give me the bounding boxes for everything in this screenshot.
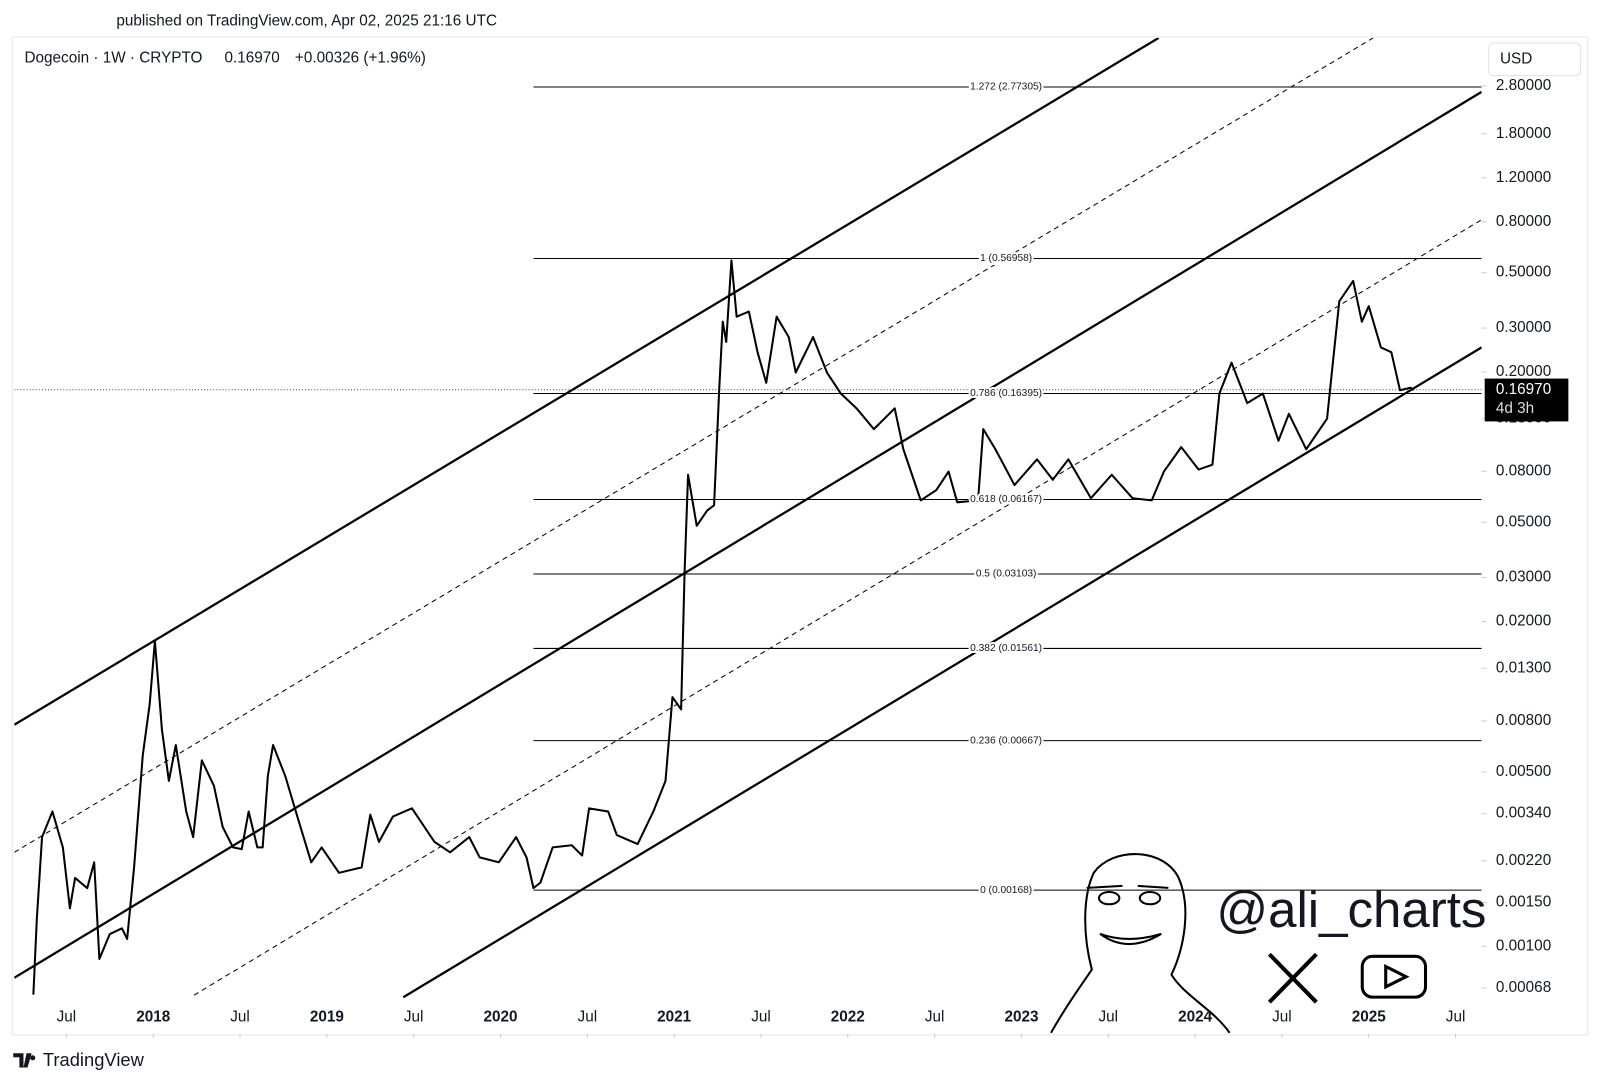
x-tick-label: Jul	[57, 1009, 77, 1026]
x-tick-label: 2021	[657, 1009, 692, 1026]
y-tick-label: 0.00068	[1496, 979, 1551, 996]
x-logo[interactable]	[1267, 952, 1318, 1004]
x-tick-label: Jul	[1446, 1009, 1466, 1026]
y-tick-label: 2.80000	[1496, 77, 1551, 94]
fib-label: 0.236 (0.00667)	[970, 735, 1042, 746]
x-tick-label: Jul	[1272, 1009, 1292, 1026]
fib-label: 1 (0.56958)	[980, 253, 1032, 264]
x-tick-label: Jul	[230, 1009, 250, 1026]
x-tick-label: 2020	[483, 1009, 517, 1026]
channel-line	[402, 346, 1482, 999]
y-tick-label: 0.05000	[1496, 513, 1551, 530]
currency: USD	[1500, 50, 1532, 67]
price-box-countdown: 4d 3h	[1496, 400, 1534, 417]
y-tick-label: 0.08000	[1496, 462, 1551, 479]
y-tick-label: 0.80000	[1496, 213, 1551, 230]
x-tick-label: 2024	[1178, 1009, 1213, 1026]
y-tick-label: 0.02000	[1496, 613, 1551, 630]
fib-label: 0.5 (0.03103)	[976, 569, 1037, 580]
y-tick-label: 0.30000	[1496, 319, 1551, 336]
price-change: +0.00326 (+1.96%)	[295, 49, 426, 66]
x-tick-label: 2025	[1352, 1009, 1387, 1026]
footer-brand: TradingView	[43, 1049, 145, 1070]
avatar	[1050, 853, 1231, 1034]
channel-line	[14, 37, 1160, 726]
youtube-logo[interactable]	[1360, 954, 1428, 999]
x-tick-label: 2018	[136, 1009, 171, 1026]
chart-layer: 2.80000 1.80000 1.20000 0.80000 0.50000 0.300…	[14, 37, 1569, 1038]
y-tick-label: 0.00500	[1496, 763, 1551, 780]
fib-label: 0 (0.00168)	[980, 885, 1032, 896]
last-price: 0.16970	[224, 49, 279, 66]
fib-label: 0.382 (0.01561)	[970, 643, 1042, 654]
tv-logo	[13, 1053, 36, 1068]
x-tick-label: 2022	[831, 1009, 865, 1026]
symbol: Dogecoin · 1W · CRYPTO	[24, 49, 202, 66]
y-tick-label: 1.20000	[1496, 169, 1551, 186]
y-tick-label: 0.00220	[1496, 852, 1551, 869]
channel-line	[193, 219, 1482, 996]
x-tick-label: 2019	[310, 1009, 344, 1026]
chart-frame	[11, 36, 1589, 1036]
channel-line	[14, 90, 1482, 979]
fib-label: 1.272 (2.77305)	[970, 82, 1042, 93]
channel-line	[14, 37, 1374, 853]
x-tick-label: Jul	[1099, 1009, 1119, 1026]
price-box	[1484, 378, 1569, 422]
y-tick-label: 0.50000	[1496, 264, 1551, 281]
currency-box[interactable]	[1488, 42, 1582, 77]
published-note: published on TradingView.com, Apr 02, 20…	[116, 13, 497, 30]
y-tick-label: 0.00340	[1496, 805, 1551, 822]
y-tick-label: 0.20000	[1496, 363, 1551, 380]
y-tick-label: 0.03000	[1496, 569, 1551, 586]
fib-label: 0.786 (0.16395)	[970, 388, 1042, 399]
watermark: @ali_charts	[1216, 881, 1486, 938]
y-tick-label: 1.80000	[1496, 125, 1551, 142]
plot-area	[14, 37, 1482, 999]
y-tick-label: 0.00800	[1496, 712, 1551, 729]
x-tick-label: Jul	[578, 1009, 598, 1026]
x-tick-label: Jul	[925, 1009, 945, 1026]
price-line	[32, 259, 1415, 995]
price-box-value: 0.16970	[1496, 381, 1551, 398]
y-tick-label: 0.01300	[1496, 659, 1551, 676]
y-tick-label: 0.00100	[1496, 937, 1551, 954]
y-tick-label: 0.00150	[1496, 893, 1551, 910]
x-tick-label: Jul	[404, 1009, 424, 1026]
x-tick-label: 2023	[1004, 1009, 1038, 1026]
x-tick-label: Jul	[751, 1009, 771, 1026]
fib-label: 0.618 (0.06167)	[970, 494, 1042, 505]
